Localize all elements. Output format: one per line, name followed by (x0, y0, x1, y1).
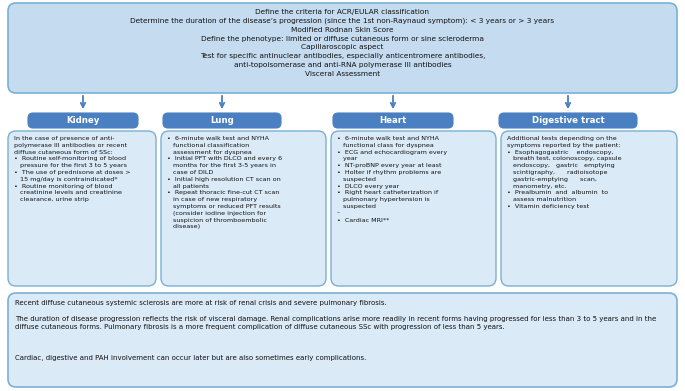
Text: Kidney: Kidney (66, 116, 100, 125)
Text: Cardiac, digestive and PAH involvement can occur later but are also sometimes ea: Cardiac, digestive and PAH involvement c… (15, 355, 366, 361)
FancyBboxPatch shape (163, 113, 281, 128)
Text: •  6-minute walk test and NYHA
   functional classification
   assessment for dy: • 6-minute walk test and NYHA functional… (167, 136, 282, 230)
Text: Lung: Lung (210, 116, 234, 125)
Text: •  6-minute walk test and NYHA
   functional class for dyspnea
•  ECG and echoca: • 6-minute walk test and NYHA functional… (337, 136, 447, 222)
FancyBboxPatch shape (501, 131, 677, 286)
Text: The duration of disease progression reflects the risk of visceral damage. Renal : The duration of disease progression refl… (15, 316, 656, 330)
Text: Digestive tract: Digestive tract (532, 116, 604, 125)
FancyBboxPatch shape (8, 293, 677, 387)
FancyBboxPatch shape (8, 3, 677, 93)
Text: In the case of presence of anti-
polymerase III antibodies or recent
diffuse cut: In the case of presence of anti- polymer… (14, 136, 131, 202)
FancyBboxPatch shape (333, 113, 453, 128)
FancyBboxPatch shape (28, 113, 138, 128)
Text: Recent diffuse cutaneous systemic sclerosis are more at risk of renal crisis and: Recent diffuse cutaneous systemic sclero… (15, 300, 387, 306)
Text: Additional tests depending on the
symptoms reported by the patient:
•  Esophagog: Additional tests depending on the sympto… (507, 136, 621, 209)
FancyBboxPatch shape (331, 131, 496, 286)
Text: Define the criteria for ACR/EULAR classification
Determine the duration of the d: Define the criteria for ACR/EULAR classi… (131, 9, 554, 77)
FancyBboxPatch shape (8, 131, 156, 286)
FancyBboxPatch shape (499, 113, 637, 128)
FancyBboxPatch shape (161, 131, 326, 286)
Text: Heart: Heart (379, 116, 407, 125)
